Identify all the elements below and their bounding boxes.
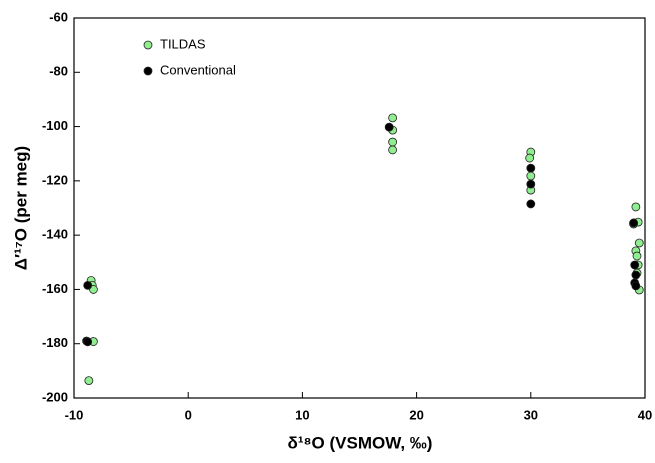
point <box>84 376 94 386</box>
point <box>388 137 398 147</box>
legend-marker <box>143 66 153 76</box>
y-tick-label: -80 <box>49 64 68 79</box>
y-tick-label: -200 <box>42 389 68 404</box>
x-tick-label: -10 <box>65 407 84 422</box>
plot-frame <box>73 17 646 399</box>
y-tick-label: -60 <box>49 9 68 24</box>
y-tick-label: -120 <box>42 172 68 187</box>
point <box>384 122 394 132</box>
y-tick-label: -100 <box>42 118 68 133</box>
x-tick-label: 30 <box>524 407 538 422</box>
point <box>630 260 640 270</box>
y-axis-label: Δ′¹⁷O (per meg) <box>11 146 30 270</box>
point <box>629 218 638 228</box>
point <box>388 113 398 123</box>
point <box>388 145 398 155</box>
legend-label: TILDAS <box>160 36 206 51</box>
y-tick-label: -140 <box>42 227 68 242</box>
point <box>631 202 641 212</box>
point <box>83 337 93 347</box>
point <box>526 163 536 173</box>
point <box>83 280 93 290</box>
point <box>631 270 641 280</box>
x-tick-label: 0 <box>185 407 192 422</box>
point <box>632 251 642 261</box>
x-tick-label: 40 <box>638 407 652 422</box>
point <box>526 199 536 209</box>
point <box>526 179 536 189</box>
x-axis-label: δ¹⁸O (VSMOW, ‰) <box>288 433 433 452</box>
y-tick-label: -180 <box>42 335 68 350</box>
y-tick-label: -160 <box>42 281 68 296</box>
point <box>631 281 641 291</box>
point <box>526 171 536 181</box>
legend-marker <box>143 40 153 50</box>
legend-label: Conventional <box>160 62 236 77</box>
point <box>525 153 535 163</box>
x-tick-label: 20 <box>409 407 423 422</box>
x-tick-label: 10 <box>295 407 309 422</box>
point <box>634 238 644 248</box>
